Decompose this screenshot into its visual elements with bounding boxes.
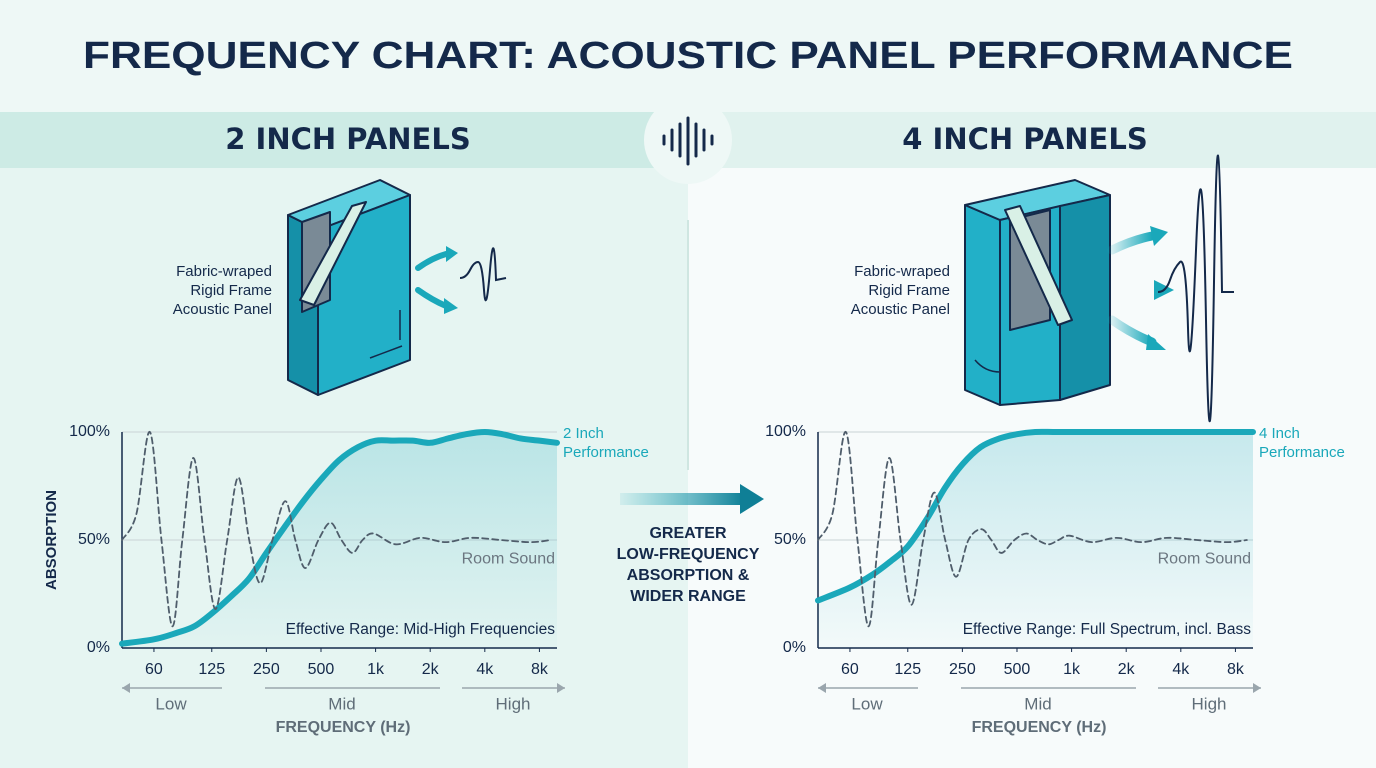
title-band bbox=[0, 0, 1376, 112]
left-header-band bbox=[0, 112, 688, 168]
performance-area bbox=[122, 432, 557, 648]
center-annotation: LOW-FREQUENCY bbox=[617, 546, 760, 563]
range-arrowhead bbox=[557, 683, 565, 693]
room-sound-line bbox=[817, 431, 1248, 628]
range-label: Low bbox=[155, 694, 187, 713]
panel-label: Rigid Frame bbox=[190, 282, 272, 299]
series-label: Room Sound bbox=[462, 551, 555, 568]
range-label: Mid bbox=[1024, 694, 1051, 713]
range-label: Low bbox=[851, 694, 883, 713]
panel-illustration-4in bbox=[964, 179, 1111, 406]
x-tick-label: 60 bbox=[841, 661, 859, 678]
range-arrowhead bbox=[122, 683, 130, 693]
y-tick-label: 50% bbox=[774, 531, 806, 548]
chart-annotation: Effective Range: Full Spectrum, incl. Ba… bbox=[963, 621, 1252, 638]
x-tick-label: 250 bbox=[253, 661, 280, 678]
center-annotation: ABSORPTION & bbox=[627, 567, 750, 584]
sound-arrows-4in bbox=[1107, 226, 1174, 350]
performance-line bbox=[119, 428, 560, 647]
wave-2in bbox=[459, 247, 507, 302]
panel-label: Fabric-wraped bbox=[176, 263, 272, 280]
x-tick-label: 2k bbox=[422, 661, 440, 678]
y-tick-label: 0% bbox=[783, 639, 806, 656]
range-label: High bbox=[1192, 694, 1227, 713]
sound-icon bbox=[644, 96, 732, 184]
x-tick-label: 8k bbox=[531, 661, 549, 678]
panel-label: Acoustic Panel bbox=[173, 301, 272, 318]
center-annotation: WIDER RANGE bbox=[630, 588, 746, 605]
range-arrowhead bbox=[818, 683, 826, 693]
wave-4in bbox=[1157, 154, 1234, 423]
comparison-arrow bbox=[620, 484, 764, 514]
page-title: FREQUENCY CHART: ACOUSTIC PANEL PERFORMA… bbox=[83, 35, 1293, 77]
right-header-band bbox=[688, 112, 1376, 168]
x-tick-label: 4k bbox=[476, 661, 494, 678]
y-tick-label: 0% bbox=[87, 639, 110, 656]
x-tick-label: 125 bbox=[894, 661, 921, 678]
room-sound-line bbox=[121, 431, 552, 628]
sound-arrows-2in bbox=[415, 246, 458, 314]
x-tick-label: 2k bbox=[1118, 661, 1136, 678]
x-tick-label: 500 bbox=[308, 661, 335, 678]
y-tick-label: 100% bbox=[765, 423, 806, 440]
center-annotation: GREATER bbox=[649, 525, 726, 542]
panel-label: Acoustic Panel bbox=[851, 301, 950, 318]
range-arrowhead bbox=[1253, 683, 1261, 693]
x-tick-label: 125 bbox=[198, 661, 225, 678]
panel-heading: 4 INCH PANELS bbox=[902, 122, 1147, 156]
panel-label: Fabric-wraped bbox=[854, 263, 950, 280]
x-tick-label: 250 bbox=[949, 661, 976, 678]
x-axis-label: FREQUENCY (Hz) bbox=[972, 719, 1107, 736]
series-label: 2 Inch Performance bbox=[563, 425, 649, 461]
range-label: High bbox=[496, 694, 531, 713]
x-axis-label: FREQUENCY (Hz) bbox=[276, 719, 411, 736]
panel-illustration-2in bbox=[287, 179, 411, 396]
panel-heading: 2 INCH PANELS bbox=[225, 122, 470, 156]
y-axis-label: ABSORPTION bbox=[43, 490, 60, 590]
x-tick-label: 1k bbox=[1063, 661, 1081, 678]
performance-area bbox=[818, 431, 1253, 648]
performance-line bbox=[815, 428, 1256, 604]
y-tick-label: 100% bbox=[69, 423, 110, 440]
x-tick-label: 60 bbox=[145, 661, 163, 678]
y-tick-label: 50% bbox=[78, 531, 110, 548]
x-tick-label: 1k bbox=[367, 661, 385, 678]
panel-label: Rigid Frame bbox=[868, 282, 950, 299]
series-label: Room Sound bbox=[1158, 551, 1251, 568]
chart-annotation: Effective Range: Mid-High Frequencies bbox=[286, 621, 556, 638]
x-tick-label: 8k bbox=[1227, 661, 1245, 678]
series-label: 4 Inch Performance bbox=[1259, 425, 1345, 461]
x-tick-label: 4k bbox=[1172, 661, 1190, 678]
range-label: Mid bbox=[328, 694, 355, 713]
x-tick-label: 500 bbox=[1004, 661, 1031, 678]
